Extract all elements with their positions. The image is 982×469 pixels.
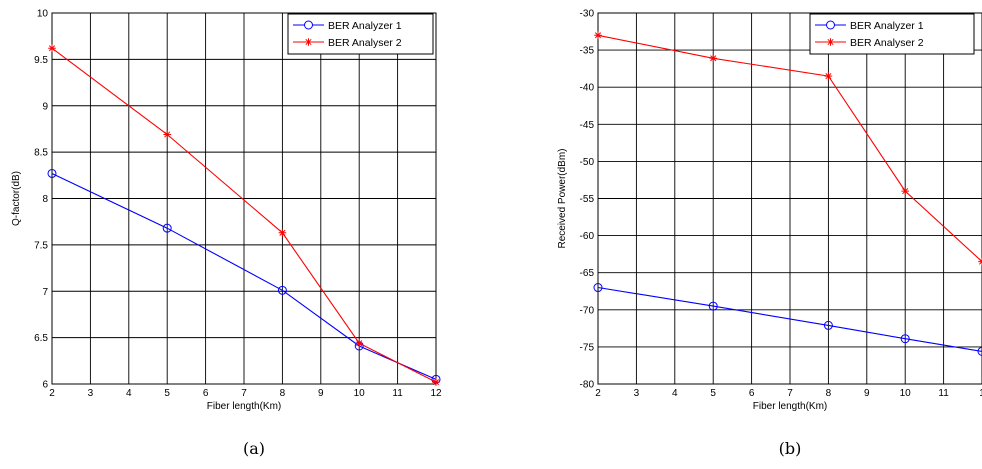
x-tick-label: 2: [595, 388, 601, 399]
data-point-marker: [594, 31, 602, 40]
x-tick-label: 6: [203, 388, 209, 399]
plot-area-frame: [51, 12, 437, 385]
y-tick-label: -30: [580, 9, 595, 20]
data-point-marker: [900, 334, 910, 344]
y-tick-label: 8.5: [34, 148, 48, 159]
x-tick-label: 5: [164, 388, 170, 399]
y-tick-label: 6.5: [34, 333, 48, 344]
legend: BER Analyzer 1 BER Analyser 2: [809, 13, 975, 55]
x-tick-label: 12: [430, 388, 442, 399]
x-tick-label: 10: [900, 388, 912, 399]
y-tick-label: 7: [42, 287, 48, 298]
data-point-marker: [823, 320, 833, 330]
y-tick-label: -35: [580, 46, 595, 57]
series-line-1: [597, 286, 982, 352]
figure-caption: (b): [779, 439, 802, 458]
figure-caption: (a): [243, 439, 265, 458]
plot-area-frame: [597, 12, 982, 385]
series-line-1: [51, 173, 437, 380]
x-tick-label: 9: [864, 388, 870, 399]
x-tick-label: 9: [318, 388, 324, 399]
x-tick-label: 3: [634, 388, 640, 399]
legend-box: [287, 13, 434, 55]
y-axis-label: Q-factor(dB): [11, 171, 22, 226]
x-tick-label: 7: [241, 388, 247, 399]
y-tick-label: 8: [42, 194, 48, 205]
data-point-marker: [432, 378, 440, 386]
x-tick-label: 4: [126, 388, 132, 399]
data-point-marker: [162, 223, 172, 233]
y-tick-label: -40: [580, 83, 595, 94]
x-tick-label: 7: [787, 388, 793, 399]
chart-panel-a: 2 3 4 5 6 7 8 9 10 11 12 6 6.5 7 7.5 8 8.5 9 9.5 10 Fiber le…: [11, 9, 442, 459]
data-point-marker: [48, 44, 56, 52]
data-point-marker: [163, 130, 171, 139]
chart-panel-b: 2345678910111-80-75-70-65-60-55-50-45-40…: [557, 9, 982, 458]
data-point-marker: [708, 301, 718, 311]
data-point-marker: [824, 72, 833, 80]
y-tick-label: -60: [580, 231, 595, 242]
data-point-marker: [977, 346, 982, 356]
y-tick-label: -45: [580, 120, 595, 131]
x-tick-label: 4: [672, 388, 678, 399]
legend-marker: [304, 20, 313, 30]
data-point-marker: [593, 283, 603, 293]
y-tick-label: 6: [42, 380, 48, 391]
y-tick-label: 7.5: [34, 240, 48, 251]
y-tick-label: 9: [42, 101, 48, 112]
y-tick-label: 10: [37, 9, 49, 20]
y-tick-label: -50: [580, 157, 595, 168]
x-tick-label: 8: [280, 388, 286, 399]
legend-box: [809, 13, 975, 55]
data-point-marker: [901, 187, 909, 195]
legend-label: BER Analyser 2: [328, 37, 402, 49]
x-tick-label: 10: [354, 388, 366, 399]
x-tick-label: 11: [938, 388, 949, 399]
y-tick-label: 9.5: [34, 55, 48, 66]
y-tick-label: -80: [580, 380, 595, 391]
x-tick-label: 1: [979, 388, 982, 399]
legend: BER Analyzer 1 BER Analyser 2: [287, 13, 434, 55]
y-tick-label: -55: [580, 194, 595, 205]
legend-marker: [826, 20, 835, 30]
data-point-marker: [709, 54, 717, 63]
data-point-marker: [278, 229, 287, 237]
x-tick-label: 6: [749, 388, 755, 399]
y-tick-label: -65: [580, 268, 595, 279]
y-tick-label: -70: [580, 305, 595, 316]
x-tick-label: 8: [826, 388, 832, 399]
data-point-marker: [277, 285, 287, 295]
x-tick-label: 11: [392, 388, 403, 399]
legend-marker: [826, 38, 835, 46]
y-tick-label: -75: [580, 342, 595, 353]
data-point-marker: [47, 168, 57, 178]
legend-label: BER Analyzer 1: [328, 20, 402, 32]
x-tick-label: 5: [710, 388, 716, 399]
data-point-marker: [355, 339, 363, 347]
y-axis-label: Received Power(dBm): [557, 148, 568, 248]
x-axis-label: Fiber length(Km): [207, 401, 281, 412]
legend-marker: [304, 38, 313, 46]
legend-label: BER Analyzer 1: [850, 20, 924, 32]
x-tick-label: 2: [49, 388, 55, 399]
x-tick-label: 3: [88, 388, 94, 399]
x-axis-label: Fiber length(Km): [753, 401, 827, 412]
legend-label: BER Analyser 2: [850, 37, 924, 49]
